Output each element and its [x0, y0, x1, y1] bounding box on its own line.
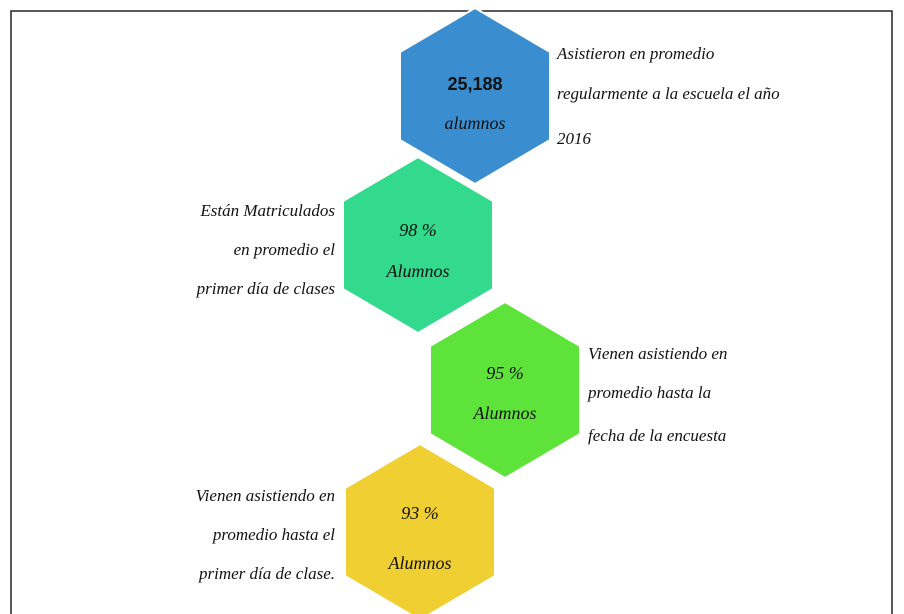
description-line: Vienen asistiendo en	[588, 344, 727, 363]
description-line: primer día de clase.	[198, 564, 335, 583]
description-line: fecha de la encuesta	[588, 426, 726, 445]
description-line: regularmente a la escuela el año	[557, 84, 780, 103]
description-line: 2016	[557, 129, 592, 148]
frame	[10, 10, 893, 614]
hexagon	[429, 300, 581, 480]
description-line: promedio hasta el	[212, 525, 335, 544]
value: 25,188	[447, 74, 502, 94]
description-line: Asistieron en promedio	[556, 44, 714, 63]
hexagon	[399, 6, 551, 186]
description-line: Están Matriculados	[199, 201, 335, 220]
hexagon	[342, 155, 494, 335]
hexagon	[344, 442, 496, 614]
unit: Alumnos	[388, 553, 452, 573]
value: 95 %	[486, 363, 524, 383]
description-line: primer día de clases	[196, 279, 336, 298]
unit: Alumnos	[473, 403, 537, 423]
value: 93 %	[401, 503, 439, 523]
unit: alumnos	[444, 113, 505, 133]
unit: Alumnos	[386, 261, 450, 281]
description-line: en promedio el	[234, 240, 336, 259]
description-line: promedio hasta la	[587, 383, 711, 402]
description-line: Vienen asistiendo en	[196, 486, 335, 505]
value: 98 %	[399, 220, 437, 240]
